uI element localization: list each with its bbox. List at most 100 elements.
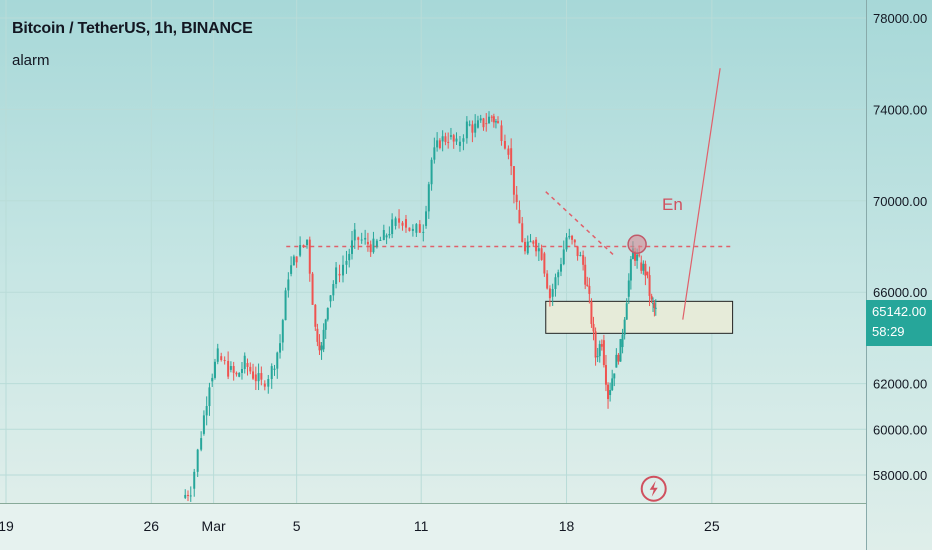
candle-body bbox=[430, 159, 433, 185]
candle-body bbox=[441, 136, 444, 142]
candle-body bbox=[515, 194, 518, 203]
candle-body bbox=[462, 138, 465, 142]
candle-body bbox=[602, 340, 605, 366]
candle-body bbox=[227, 360, 230, 377]
candle-body bbox=[391, 219, 394, 235]
candle-body bbox=[314, 304, 317, 327]
candle-body bbox=[284, 290, 287, 321]
candle-body bbox=[611, 378, 614, 391]
candle-body bbox=[316, 328, 319, 342]
candle-body bbox=[507, 148, 510, 155]
candle-body bbox=[364, 237, 367, 240]
candle-body bbox=[353, 229, 356, 241]
candle-body bbox=[621, 334, 624, 348]
candle-body bbox=[213, 361, 216, 378]
y-tick-label: 62000.00 bbox=[873, 377, 927, 392]
candle-body bbox=[246, 363, 249, 367]
candle-body bbox=[348, 253, 351, 261]
candle-body bbox=[452, 135, 455, 142]
candle-body bbox=[497, 121, 500, 123]
candle-body bbox=[302, 245, 305, 247]
price-axis[interactable] bbox=[866, 0, 932, 550]
candle-body bbox=[202, 415, 205, 434]
candle-body bbox=[623, 319, 626, 335]
flash-alert-icon[interactable] bbox=[640, 475, 667, 502]
candle-body bbox=[543, 253, 546, 274]
candle-body bbox=[559, 264, 562, 272]
candle-body bbox=[235, 372, 238, 375]
candle-body bbox=[357, 237, 360, 240]
chart-title: Bitcoin / TetherUS, 1h, BINANCE bbox=[12, 20, 253, 37]
y-tick-label: 58000.00 bbox=[873, 468, 927, 483]
candle-body bbox=[540, 248, 543, 260]
candle-body bbox=[249, 366, 252, 372]
candle-body bbox=[638, 254, 641, 256]
candle-body bbox=[573, 239, 576, 243]
candle-body bbox=[270, 366, 273, 380]
candle-body bbox=[586, 284, 589, 286]
entry-marker bbox=[627, 234, 647, 254]
candle-body bbox=[366, 241, 369, 245]
candle-body bbox=[385, 235, 388, 238]
candle-body bbox=[295, 256, 298, 263]
plot-area[interactable] bbox=[0, 0, 866, 503]
candle-body bbox=[613, 373, 616, 379]
candle-body bbox=[546, 273, 549, 289]
candle-body bbox=[568, 235, 571, 238]
candle-body bbox=[332, 284, 335, 296]
candle-body bbox=[311, 273, 314, 305]
current-price-tag: 65142.00 58:29 bbox=[866, 299, 932, 346]
candle-body bbox=[500, 125, 503, 142]
time-axis[interactable] bbox=[0, 503, 866, 550]
candle-body bbox=[211, 377, 214, 382]
candle-body bbox=[652, 303, 655, 305]
candle-body bbox=[299, 245, 302, 256]
candle-body bbox=[609, 390, 612, 396]
candle-body bbox=[196, 449, 199, 472]
candle-body bbox=[324, 319, 327, 330]
x-tick-label: 26 bbox=[144, 518, 160, 534]
candle-body bbox=[273, 368, 276, 370]
candle-body bbox=[252, 371, 255, 379]
candle-body bbox=[279, 343, 282, 353]
candle-body bbox=[582, 255, 585, 265]
candle-body bbox=[351, 240, 353, 254]
y-tick-label: 60000.00 bbox=[873, 422, 927, 437]
projection-line bbox=[682, 68, 721, 320]
candle-body bbox=[537, 248, 540, 252]
candle-body bbox=[490, 116, 493, 118]
candle-body bbox=[306, 239, 309, 246]
candle-body bbox=[372, 238, 375, 253]
y-tick-label: 78000.00 bbox=[873, 11, 927, 26]
candle-body bbox=[648, 275, 651, 296]
candle-body bbox=[579, 255, 582, 257]
candle-body bbox=[627, 280, 630, 297]
candle-body bbox=[394, 218, 397, 226]
candle-body bbox=[401, 222, 404, 226]
x-tick-label: 25 bbox=[704, 518, 720, 534]
candle-body bbox=[584, 264, 587, 285]
candle-body bbox=[510, 148, 513, 167]
current-price-value: 65142.00 bbox=[872, 303, 927, 319]
candle-body bbox=[342, 264, 345, 276]
candle-body bbox=[398, 218, 401, 223]
candle-body bbox=[369, 244, 372, 253]
candle-body bbox=[433, 147, 436, 160]
y-tick-label: 70000.00 bbox=[873, 194, 927, 209]
candle-body bbox=[438, 140, 441, 149]
candle-body bbox=[388, 234, 391, 236]
candle-body bbox=[276, 352, 279, 369]
candle-body bbox=[503, 141, 506, 149]
candle-body bbox=[518, 209, 521, 224]
candle-body bbox=[592, 323, 595, 332]
candle-body bbox=[465, 121, 468, 139]
candle-body bbox=[338, 273, 341, 276]
candle-body bbox=[600, 344, 603, 347]
candle-body bbox=[184, 494, 187, 498]
candle-body bbox=[479, 118, 482, 121]
candle-body bbox=[200, 438, 203, 450]
candle-body bbox=[411, 228, 414, 231]
candle-body bbox=[598, 344, 601, 357]
